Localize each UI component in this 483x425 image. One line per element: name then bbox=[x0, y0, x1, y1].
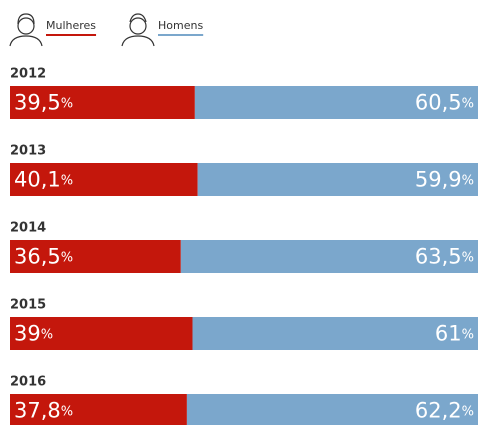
year-label: 2016 bbox=[10, 375, 46, 390]
value-label: 39,5% bbox=[14, 91, 73, 115]
value-label: 39% bbox=[14, 322, 53, 346]
value-label: 59,9% bbox=[415, 168, 474, 192]
value-label: 62,2% bbox=[415, 399, 474, 423]
legend bbox=[9, 13, 155, 47]
bar-segment bbox=[194, 86, 479, 119]
bar-segment bbox=[10, 163, 198, 196]
year-label: 2013 bbox=[10, 144, 46, 159]
legend-label: Homens bbox=[158, 19, 203, 32]
year-label: 2012 bbox=[10, 67, 46, 82]
male-icon bbox=[121, 13, 155, 47]
value-label: 61% bbox=[435, 322, 474, 346]
bar-segment bbox=[197, 163, 478, 196]
bar-segment bbox=[180, 240, 478, 273]
bar-segment bbox=[192, 317, 478, 350]
value-label: 37,8% bbox=[14, 399, 73, 423]
year-label: 2015 bbox=[10, 298, 46, 313]
value-label: 60,5% bbox=[415, 91, 474, 115]
year-label: 2014 bbox=[10, 221, 46, 236]
value-label: 36,5% bbox=[14, 245, 73, 269]
value-label: 63,5% bbox=[415, 245, 474, 269]
bar-segment bbox=[10, 317, 193, 350]
bar-segment bbox=[10, 394, 187, 425]
bar-segment bbox=[10, 240, 181, 273]
bar-segment bbox=[186, 394, 479, 425]
value-label: 40,1% bbox=[14, 168, 73, 192]
female-icon bbox=[9, 13, 43, 47]
bar-segment bbox=[10, 86, 195, 119]
legend-label: Mulheres bbox=[46, 19, 96, 32]
